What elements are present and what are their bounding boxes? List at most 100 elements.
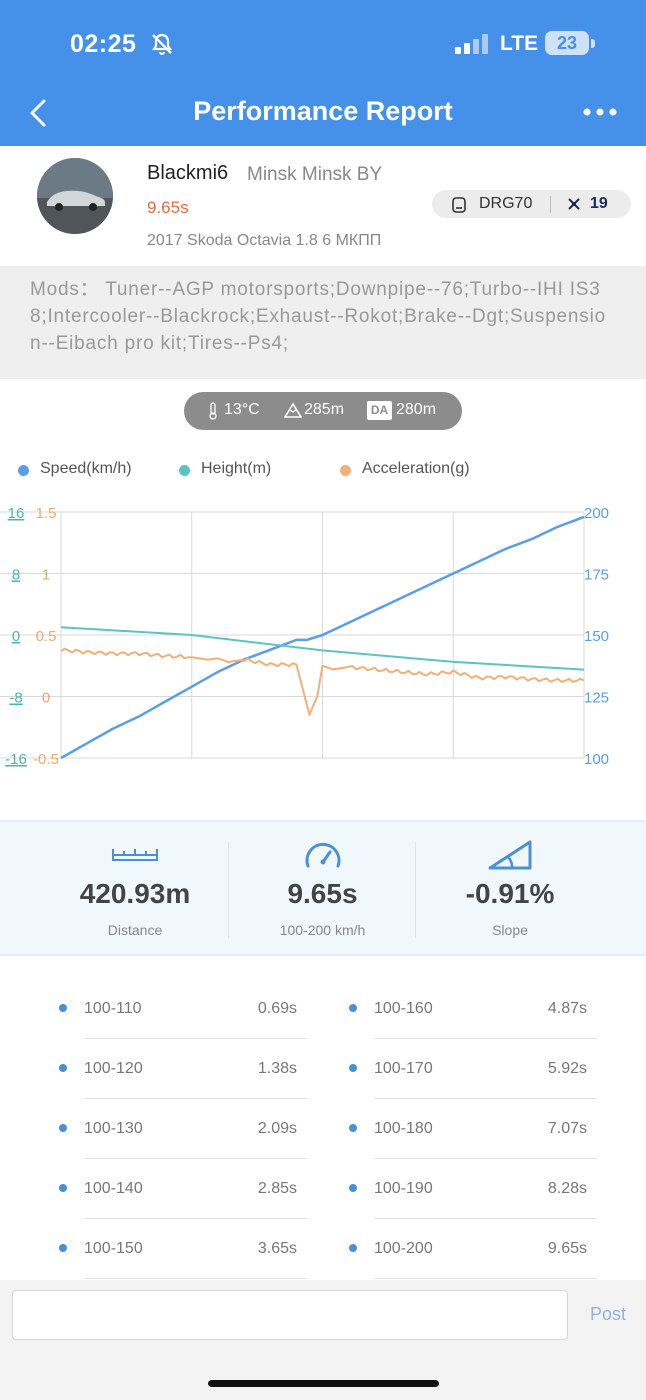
bell-muted-icon	[151, 33, 173, 55]
split-range: 100-190	[374, 1180, 433, 1197]
username[interactable]: Blackmi6	[147, 162, 229, 184]
post-button[interactable]: Post	[590, 1304, 627, 1324]
stat-divider	[415, 842, 416, 938]
divider	[374, 1218, 597, 1219]
split-times-list: 100-110 0.69s 100-120 1.38s 100-130 2.09…	[0, 980, 646, 1280]
list-item: 100-150 3.65s	[59, 1220, 307, 1280]
divider	[84, 1278, 307, 1279]
split-range: 100-140	[84, 1180, 143, 1197]
stats-panel: 420.93m Distance 9.65s 100-200 km/h -0.9…	[0, 820, 646, 956]
split-time: 1.38s	[257, 1060, 297, 1077]
split-time: 2.09s	[257, 1120, 297, 1137]
rank-icon	[568, 198, 580, 210]
tick-label-height: -16	[5, 751, 27, 768]
chart-legend: Speed(km/h) Height(m) Acceleration(g)	[0, 460, 646, 484]
stat-label: Distance	[107, 922, 163, 938]
device-rank-badge[interactable]: DRG70 19	[432, 190, 631, 218]
conditions-pill: 13°C 285m DA 280m	[184, 392, 462, 430]
series-line-height	[60, 626, 585, 671]
list-item: 100-130 2.09s	[59, 1100, 307, 1160]
mountain-icon	[284, 402, 302, 418]
split-range: 100-120	[84, 1060, 143, 1077]
speedometer-icon	[305, 843, 341, 868]
legend-dot-height	[179, 465, 190, 476]
nav-bar: Performance Report	[0, 88, 646, 138]
tick-label-acceleration: 0	[42, 690, 50, 707]
badge-divider	[550, 196, 551, 213]
tick-label-speed: 100	[584, 751, 609, 768]
mods-description: Mods： Tuner--AGP motorsports;Downpipe--7…	[0, 266, 646, 379]
density-altitude-icon: DA	[367, 401, 392, 420]
profile-card: Blackmi6 Minsk Minsk BY 9.65s 2017 Skoda…	[0, 146, 646, 266]
split-range: 100-200	[374, 1240, 433, 1257]
bullet-icon	[59, 1244, 67, 1252]
tick-label-speed: 125	[584, 690, 609, 707]
home-indicator	[208, 1380, 439, 1387]
bullet-icon	[59, 1124, 67, 1132]
car-photo-icon	[37, 158, 113, 234]
performance-chart[interactable]: 16 8 0 -8 -16 1.5 1 0.5 0 -0.5 200 175 150 125 100	[0, 495, 646, 775]
bullet-icon	[59, 1184, 67, 1192]
stat-slope: -0.91% Slope	[416, 822, 604, 954]
device-label: DRG70	[479, 195, 533, 212]
stat-label: 100-200 km/h	[279, 922, 366, 938]
device-icon	[452, 197, 466, 213]
list-item: 100-170 5.92s	[349, 1040, 597, 1100]
tick-label-speed: 200	[584, 505, 609, 522]
split-time: 4.87s	[547, 1000, 587, 1017]
split-time: 0.69s	[257, 1000, 297, 1017]
series-line-acceleration	[60, 647, 585, 716]
thermometer-icon	[209, 402, 217, 420]
comment-input[interactable]	[12, 1290, 568, 1340]
list-item: 100-120 1.38s	[59, 1040, 307, 1100]
tick-label-height: 8	[12, 567, 20, 584]
tick-label-acceleration: 1	[42, 567, 50, 584]
more-icon[interactable]	[582, 102, 622, 122]
divider	[374, 1158, 597, 1159]
bullet-icon	[349, 1244, 357, 1252]
split-range: 100-110	[84, 1000, 142, 1017]
split-time: 7.07s	[547, 1120, 587, 1137]
divider	[374, 1038, 597, 1039]
list-item: 100-110 0.69s	[59, 980, 307, 1040]
tick-label-height: 16	[8, 505, 25, 522]
altitude: 285m	[304, 401, 345, 418]
tick-label-speed: 150	[584, 628, 609, 645]
slope-icon	[488, 840, 532, 870]
battery-icon: 23	[545, 31, 589, 55]
stat-divider	[228, 842, 229, 938]
tick-label-speed: 175	[584, 567, 609, 584]
legend-dot-speed	[18, 465, 29, 476]
temperature: 13°C	[224, 401, 260, 418]
tick-label-height: 0	[12, 628, 20, 645]
divider	[374, 1278, 597, 1279]
signal-icon	[455, 34, 488, 54]
legend-label-height: Height(m)	[201, 460, 272, 477]
status-time: 02:25	[70, 30, 137, 58]
avatar[interactable]	[37, 158, 113, 234]
divider	[84, 1038, 307, 1039]
legend-label-acceleration: Acceleration(g)	[362, 460, 470, 477]
list-item: 100-160 4.87s	[349, 980, 597, 1040]
split-range: 100-130	[84, 1120, 143, 1137]
page-title: Performance Report	[193, 96, 453, 126]
back-icon[interactable]	[26, 98, 50, 128]
split-range: 100-170	[374, 1060, 433, 1077]
divider	[374, 1098, 597, 1099]
legend-dot-acceleration	[340, 465, 351, 476]
network-label: LTE	[500, 32, 539, 55]
bullet-icon	[349, 1184, 357, 1192]
stat-value: -0.91%	[465, 878, 555, 909]
divider	[84, 1218, 307, 1219]
rank-value: 19	[590, 195, 608, 212]
comment-bar: Post	[0, 1280, 646, 1400]
tick-label-acceleration: 0.5	[36, 628, 57, 645]
divider	[84, 1158, 307, 1159]
split-range: 100-160	[374, 1000, 433, 1017]
series-line-speed	[60, 515, 585, 760]
split-range: 100-150	[84, 1240, 143, 1257]
density-altitude: 280m	[396, 401, 437, 418]
tick-label-acceleration: 1.5	[36, 505, 57, 522]
stat-time: 9.65s 100-200 km/h	[229, 822, 416, 954]
list-item: 100-190 8.28s	[349, 1160, 597, 1220]
